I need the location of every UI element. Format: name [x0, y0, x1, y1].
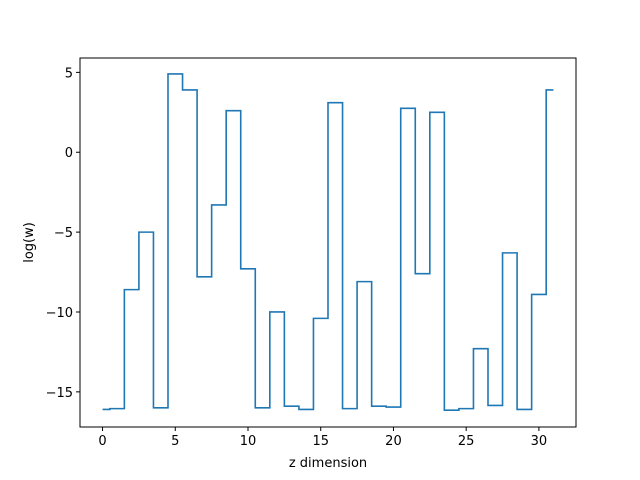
y-axis: −15 −10 −5 0 5: [46, 66, 80, 401]
axes-frame: [79, 57, 577, 428]
series-line: [102, 73, 554, 412]
x-axis: 0 5 10 15 20 25 30: [98, 427, 547, 449]
x-tick-label: 25: [458, 434, 475, 449]
x-tick-label: 10: [240, 434, 257, 449]
y-axis-label: log(w): [22, 222, 37, 263]
x-tick-label: 0: [98, 434, 106, 449]
y-tick-label: 0: [65, 146, 73, 161]
x-tick-label: 20: [385, 434, 402, 449]
y-tick-label: −10: [46, 306, 73, 321]
y-tick-label: −5: [54, 226, 73, 241]
plot-area: [102, 73, 554, 412]
x-tick-label: 5: [171, 434, 179, 449]
x-tick-label: 15: [312, 434, 329, 449]
y-tick-label: 5: [65, 66, 73, 81]
x-axis-label: z dimension: [289, 456, 367, 471]
x-tick-label: 30: [531, 434, 548, 449]
y-tick-label: −15: [46, 386, 73, 401]
